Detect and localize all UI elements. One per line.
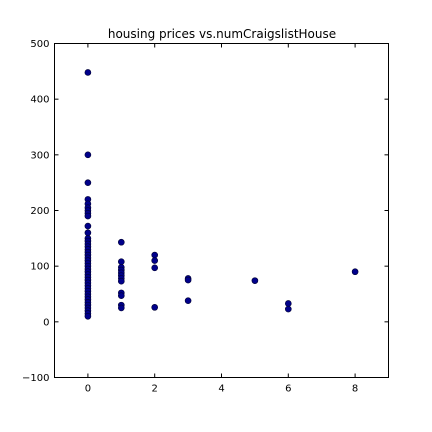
data-point <box>118 304 125 312</box>
chart-title: housing prices vs.numCraigslistHouse <box>108 27 336 41</box>
y-axis: −100 0 100 200 300 400 500 <box>22 39 389 384</box>
plot-frame <box>54 43 389 378</box>
data-point <box>84 312 92 320</box>
y-tick-label: 200 <box>30 206 49 217</box>
data-point <box>251 277 259 284</box>
data-point <box>284 305 292 313</box>
data-point <box>84 212 92 220</box>
y-tick-label: −100 <box>22 373 49 384</box>
data-point <box>151 257 158 264</box>
x-axis: 0 2 4 6 8 <box>85 43 358 395</box>
data-point <box>151 304 158 311</box>
y-tick-label: 400 <box>30 95 49 106</box>
data-point <box>118 292 125 299</box>
x-tick-label: 4 <box>218 384 224 395</box>
y-tick-label: 100 <box>30 262 49 273</box>
data-point <box>118 258 125 266</box>
data-point <box>184 297 192 304</box>
data-point <box>118 238 125 246</box>
data-point <box>118 277 125 285</box>
data-point <box>184 276 192 284</box>
data-point <box>84 179 92 186</box>
x-tick-label: 0 <box>85 384 91 395</box>
data-point <box>84 151 92 159</box>
data-point <box>351 268 359 276</box>
data-points <box>84 69 359 320</box>
y-tick-label: 300 <box>30 150 49 161</box>
x-tick-label: 8 <box>352 384 358 395</box>
y-tick-label: 500 <box>30 39 49 50</box>
data-point <box>84 229 92 237</box>
data-point <box>84 69 92 76</box>
data-point <box>84 222 92 230</box>
y-tick-label: 0 <box>43 317 49 328</box>
x-tick-label: 6 <box>285 384 291 395</box>
x-tick-label: 2 <box>152 384 158 395</box>
data-point <box>284 300 292 307</box>
data-point <box>151 264 158 272</box>
data-point <box>151 251 158 259</box>
